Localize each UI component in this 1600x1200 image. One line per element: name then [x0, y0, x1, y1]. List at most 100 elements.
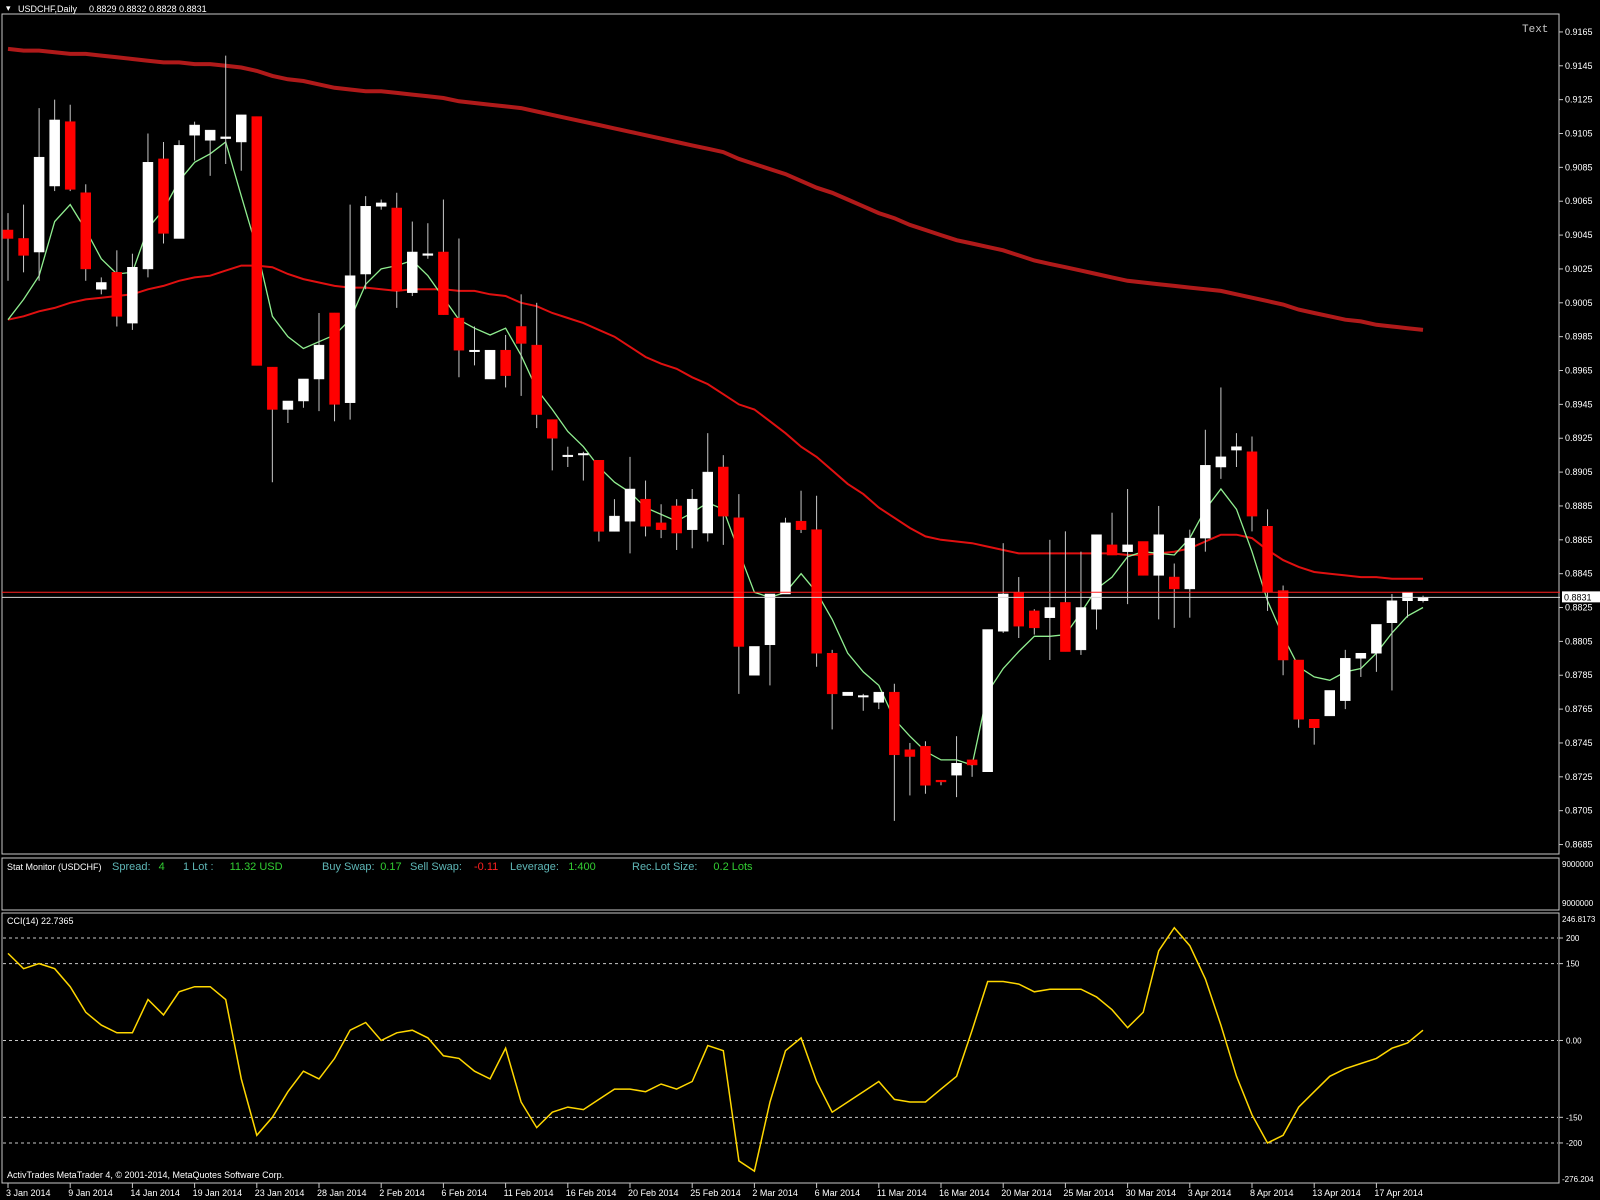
price-tick-label: 0.9085	[1565, 162, 1593, 172]
time-tick-label: 19 Jan 2014	[193, 1188, 243, 1198]
bull-candle-body	[282, 400, 294, 410]
bull-candle-body	[204, 129, 216, 141]
candle	[718, 455, 729, 545]
cci-tick-label: 200	[1566, 934, 1580, 943]
stat-monitor-pane[interactable]: Stat Monitor (USDCHF) Spread: 4 1 Lot : 11.…	[1, 857, 1594, 911]
candle	[375, 199, 387, 210]
bear-candle-body	[593, 459, 605, 532]
bull-candle-body	[858, 695, 869, 698]
time-tick-label: 16 Feb 2014	[566, 1188, 617, 1198]
time-tick-label: 20 Mar 2014	[1001, 1188, 1052, 1198]
bull-candle-body	[1402, 592, 1413, 602]
candle	[500, 334, 511, 388]
bull-candle-body	[562, 454, 574, 457]
price-tick-label: 0.9045	[1565, 230, 1593, 240]
bull-candle-body	[982, 629, 993, 772]
candle	[702, 433, 713, 542]
candle	[18, 204, 29, 273]
time-tick-label: 16 Mar 2014	[939, 1188, 990, 1198]
bear-candle-body	[1137, 541, 1149, 576]
bull-candle-body	[1122, 544, 1133, 552]
time-tick-label: 13 Apr 2014	[1312, 1188, 1361, 1198]
bear-candle-body	[1293, 659, 1304, 720]
candle	[1091, 534, 1102, 630]
candle	[842, 691, 853, 696]
bear-candle-body	[966, 759, 978, 766]
candle	[204, 129, 216, 176]
candle	[1386, 593, 1398, 691]
price-tick-label: 0.8825	[1565, 603, 1593, 613]
bear-candle-body	[80, 192, 91, 270]
candle	[966, 759, 978, 777]
bear-candle-body	[531, 344, 542, 415]
candle	[640, 480, 651, 537]
bear-candle-body	[655, 522, 667, 530]
bull-candle-body	[842, 691, 853, 696]
cci-axis-top: 246.8173	[1562, 915, 1596, 924]
candle	[173, 140, 185, 239]
candle	[547, 419, 558, 471]
bull-candle-body	[375, 202, 387, 207]
bear-candle-body	[1106, 544, 1118, 556]
candle	[780, 517, 791, 595]
candle	[484, 349, 496, 380]
price-axis: 0.9165 0.9145 0.9125 0.9105 0.9085 0.9065 0.90…	[1559, 27, 1593, 850]
candle	[80, 184, 91, 281]
candle	[858, 693, 869, 711]
candle	[671, 499, 682, 550]
stat-axis-bottom: 9000000	[1562, 899, 1594, 908]
candle	[733, 494, 745, 694]
bear-candle-body	[671, 505, 682, 534]
bull-candle-body	[764, 593, 776, 646]
candle	[391, 192, 402, 308]
candles	[2, 55, 1429, 821]
stat-field-value: 0.17	[380, 861, 401, 873]
bull-candle-body	[407, 251, 418, 293]
price-tick-label: 0.9125	[1565, 95, 1593, 105]
bull-candle-body	[1386, 600, 1398, 624]
time-tick-label: 2 Feb 2014	[379, 1188, 425, 1198]
candle	[220, 55, 231, 164]
candle	[453, 238, 465, 378]
bear-candle-body	[1246, 451, 1258, 517]
price-tick-label: 0.8925	[1565, 433, 1593, 443]
stat-field-value: 11.32 USD	[230, 861, 283, 873]
time-tick-label: 11 Mar 2014	[877, 1188, 927, 1198]
cci-tick-label: 150	[1566, 960, 1580, 969]
bull-candle-body	[1075, 607, 1087, 651]
bear-candle-body	[826, 652, 838, 695]
time-tick-label: 6 Feb 2014	[441, 1188, 487, 1198]
price-tick-label: 0.8805	[1565, 636, 1593, 646]
candle	[298, 378, 309, 408]
price-tick-label: 0.8765	[1565, 704, 1593, 714]
bull-candle-body	[624, 488, 636, 522]
cci-level-lines	[3, 937, 1558, 1144]
time-tick-label: 30 Mar 2014	[1126, 1188, 1177, 1198]
price-tick-label: 0.9065	[1565, 196, 1593, 206]
cci-pane[interactable]: CCI(14) 22.7365 246.8173 -276.204 200 150…	[1, 912, 1596, 1184]
stat-field-label: Rec.Lot Size:	[632, 861, 697, 873]
candle	[33, 108, 45, 281]
time-tick-label: 28 Jan 2014	[317, 1188, 367, 1198]
time-tick-label: 8 Apr 2014	[1250, 1188, 1294, 1198]
bear-candle-body	[920, 746, 931, 786]
candle	[49, 99, 60, 192]
bull-candle-body	[702, 471, 713, 534]
time-tick-label: 20 Feb 2014	[628, 1188, 679, 1198]
candle	[951, 736, 962, 798]
bear-candle-body	[329, 312, 340, 405]
cci-title: CCI(14) 22.7365	[7, 916, 74, 926]
chart-header: ▾ USDCHF,Daily 0.8829 0.8832 0.8828 0.88…	[6, 3, 207, 14]
candle	[795, 490, 807, 534]
bear-candle-body	[515, 326, 527, 344]
candle	[313, 312, 325, 412]
price-pane[interactable]: 0.9165 0.9145 0.9125 0.9105 0.9085 0.9065 0.90…	[1, 3, 1600, 855]
corner-text-label[interactable]: Text	[1522, 24, 1548, 36]
current-price-box: 0.8831	[1562, 591, 1600, 603]
time-tick-label: 25 Mar 2014	[1063, 1188, 1114, 1198]
stat-field-label: 1 Lot :	[183, 861, 214, 873]
bull-candle-body	[1091, 534, 1102, 610]
bear-candle-body	[453, 317, 465, 351]
menu-triangle-icon[interactable]: ▾	[6, 3, 11, 13]
